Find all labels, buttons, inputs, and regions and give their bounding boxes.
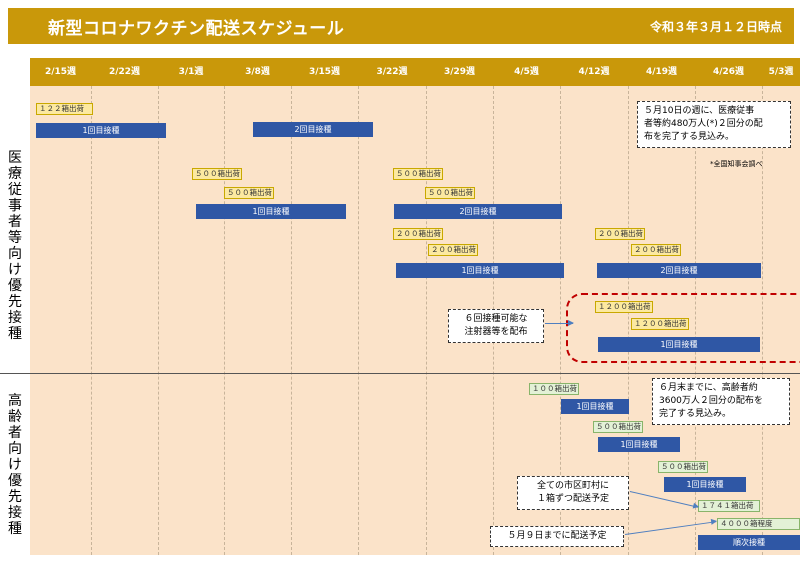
shipment-200-boxes: ２００箱出荷 <box>393 228 443 240</box>
first-dose-bar: 1回目接種 <box>196 204 346 219</box>
page-title: 新型コロナワクチン配送スケジュール <box>48 19 345 39</box>
note-syringe: ６回接種可能な 注射器等を配布 <box>448 309 544 343</box>
week-label: 3/15週 <box>308 67 341 77</box>
row-label-column <box>0 86 30 555</box>
first-dose-bar: 1回目接種 <box>598 337 760 352</box>
shipment-1200-boxes: １２００箱出荷 <box>631 318 689 330</box>
highlight-region <box>566 293 800 363</box>
week-gridline <box>291 86 292 555</box>
note-line: ５月９日までに配送予定 <box>507 531 607 541</box>
shipment-1741-boxes: １７４１箱出荷 <box>698 500 760 512</box>
week-label: 3/22週 <box>376 67 408 77</box>
header-bar <box>8 8 794 44</box>
note-may9-delivery: ５月９日までに配送予定 <box>490 526 624 547</box>
shipment-500-boxes: ５００箱出荷 <box>425 187 475 199</box>
note-june-completion: ６月末までに、高齢者約 3600万人２回分の配布を 完了する見込み。 <box>652 378 790 425</box>
week-gridline <box>224 86 225 555</box>
week-gridline <box>560 86 561 555</box>
week-label: 3/8週 <box>245 67 270 77</box>
second-dose-bar: 2回目接種 <box>394 204 562 219</box>
note-line: 布を完了する見込み。 <box>644 132 735 142</box>
survey-footnote: *全国知事会調べ <box>710 160 763 168</box>
week-gridline <box>762 86 763 555</box>
week-label: 4/5週 <box>514 67 539 77</box>
as-of-date: 令和３年３月１２日時点 <box>649 20 782 34</box>
shipment-200-boxes: ２００箱出荷 <box>631 244 681 256</box>
shipment-500-boxes: ５００箱出荷 <box>593 421 643 433</box>
week-gridline <box>358 86 359 555</box>
note-line: 完了する見込み。 <box>659 409 732 419</box>
note-line: 者等約480万人(*)２回分の配 <box>644 119 763 129</box>
note-may10-completion: ５月10日の週に、医療従事 者等約480万人(*)２回分の配 布を完了する見込み… <box>637 101 791 148</box>
note-line: 全ての市区町村に <box>536 481 609 491</box>
week-label: 4/26週 <box>712 67 745 77</box>
note-line: 注射器等を配布 <box>464 327 528 337</box>
section-divider <box>0 373 800 374</box>
note-line: ６月末までに、高齢者約 <box>659 383 758 393</box>
shipment-500-boxes: ５００箱出荷 <box>224 187 274 199</box>
week-gridline <box>91 86 92 555</box>
note-line: 3600万人２回分の配布を <box>659 396 763 406</box>
section-label-elderly: 高齢者向け優先接種 <box>8 393 22 537</box>
shipment-200-boxes: ２００箱出荷 <box>428 244 478 256</box>
second-dose-bar: 2回目接種 <box>253 122 373 137</box>
week-gridline <box>158 86 159 555</box>
week-gridline <box>426 86 427 555</box>
first-dose-bar: 1回目接種 <box>664 477 746 492</box>
shipment-500-boxes: ５００箱出荷 <box>658 461 708 473</box>
sequential-vaccination-bar: 順次接種 <box>698 535 800 550</box>
shipment-500-boxes: ５００箱出荷 <box>393 168 443 180</box>
note-all-municipalities: 全ての市区町村に １箱ずつ配送予定 <box>517 476 629 510</box>
shipment-1200-boxes: １２００箱出荷 <box>595 301 653 313</box>
week-label: 3/29週 <box>443 67 476 77</box>
week-header <box>30 58 800 86</box>
note-line: ６回接種可能な <box>464 314 528 324</box>
note-line: ５月10日の週に、医療従事 <box>644 106 755 116</box>
week-gridline <box>695 86 696 555</box>
week-label: 3/1週 <box>178 67 204 77</box>
week-label: 4/12週 <box>578 67 610 77</box>
shipment-100-boxes: １００箱出荷 <box>529 383 579 395</box>
week-label: 5/3週 <box>768 67 794 77</box>
first-dose-bar: 1回目接種 <box>36 123 166 138</box>
shipment-500-boxes: ５００箱出荷 <box>192 168 242 180</box>
second-dose-bar: 2回目接種 <box>597 263 761 278</box>
first-dose-bar: 1回目接種 <box>561 399 629 414</box>
week-label: 2/22週 <box>108 67 141 77</box>
note-line: １箱ずつ配送予定 <box>536 494 609 504</box>
first-dose-bar: 1回目接種 <box>598 437 680 452</box>
section-label-medical: 医療従事者等向け優先接種 <box>8 150 22 342</box>
arrow-to-syringe-bar <box>545 320 574 326</box>
week-label: 2/15週 <box>44 67 77 77</box>
week-gridline <box>628 86 629 555</box>
week-label: 4/19週 <box>645 67 678 77</box>
first-dose-bar: 1回目接種 <box>396 263 564 278</box>
shipment-200-boxes: ２００箱出荷 <box>595 228 645 240</box>
shipment-122-boxes: １２２箱出荷 <box>36 103 93 115</box>
shipment-4000-boxes: ４０００箱程度 <box>717 518 800 530</box>
